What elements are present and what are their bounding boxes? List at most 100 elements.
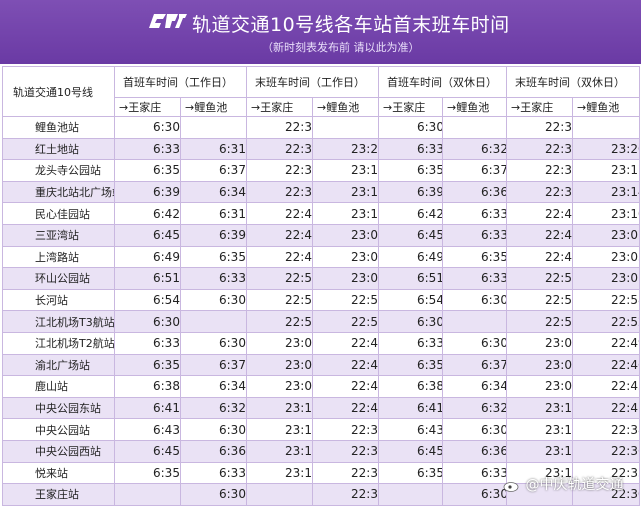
time-cell: 6:30 — [114, 116, 181, 139]
table-row: 环山公园站6:516:3322:5123:016:516:3322:5123:0… — [2, 267, 640, 290]
direction-header-row: →王家庄 →鲤鱼池 →王家庄 →鲤鱼池 →王家庄 →鲤鱼池 →王家庄 →鲤鱼池 — [3, 97, 640, 117]
time-cell: 6:35 — [378, 353, 443, 377]
time-cell: 6:37 — [442, 353, 507, 377]
time-cell: 22:33 — [312, 461, 379, 485]
time-cell: 6:37 — [180, 159, 247, 182]
time-cell: 22:35 — [506, 159, 573, 182]
station-name: 中央公园东站 — [2, 396, 115, 420]
time-cell: 22:45 — [506, 223, 573, 247]
table-row: 江北机场T2航站楼站6:336:3023:0322:496:336:3023:0… — [2, 331, 640, 355]
time-cell: 22:33 — [246, 137, 313, 161]
time-cell: 6:41 — [114, 396, 181, 420]
time-cell: 6:30 — [180, 483, 247, 506]
time-cell: 6:32 — [442, 137, 507, 161]
time-cell: 23:19 — [246, 461, 313, 485]
time-cell: 6:45 — [114, 439, 181, 463]
time-cell: 22:36 — [312, 439, 379, 463]
time-cell: 6:49 — [114, 245, 181, 269]
direction-header: →鲤鱼池 — [572, 97, 640, 117]
time-cell — [442, 116, 507, 139]
time-cell: 6:33 — [442, 202, 507, 225]
time-cell: 23:08 — [246, 375, 313, 398]
time-cell: 6:42 — [378, 202, 443, 225]
time-cell: 22:59 — [246, 310, 313, 333]
table-row: 重庆北站北广场站6:396:3422:3923:146:396:3622:392… — [2, 180, 640, 204]
time-cell: 23:01 — [572, 267, 640, 290]
time-cell: 6:54 — [114, 288, 181, 312]
time-cell: 6:30 — [442, 331, 507, 355]
weibo-icon — [503, 482, 519, 492]
time-cell: 22:49 — [506, 245, 573, 269]
watermark: @中庆轨道交通 — [503, 474, 623, 494]
time-cell: 6:35 — [378, 461, 443, 485]
time-cell: 6:35 — [114, 353, 181, 377]
time-cell: 6:43 — [114, 418, 181, 441]
table-row: 中央公园东站6:416:3223:1122:416:416:3223:1122:… — [2, 396, 640, 420]
time-cell: 6:36 — [180, 439, 247, 463]
time-cell: 6:36 — [442, 439, 507, 463]
time-cell: 6:33 — [378, 331, 443, 355]
direction-header: →鲤鱼池 — [180, 97, 247, 117]
direction-header: →王家庄 — [114, 97, 181, 117]
direction-header: →王家庄 — [246, 97, 313, 117]
time-cell: 6:38 — [378, 375, 443, 398]
timetable: 轨道交通10号线 首班车时间（工作日） 末班车时间（工作日） 首班车时间（双休日… — [2, 66, 640, 506]
time-cell: 23:10 — [572, 202, 640, 225]
time-cell: 23:07 — [572, 223, 640, 247]
time-cell: 23:03 — [246, 331, 313, 355]
time-cell: 22:59 — [506, 310, 573, 333]
time-cell: 23:07 — [312, 223, 379, 247]
time-cell: 23:03 — [312, 245, 379, 269]
time-cell: 6:30 — [180, 288, 247, 312]
time-cell: 6:35 — [114, 159, 181, 182]
time-cell: 6:33 — [442, 223, 507, 247]
direction-header: →王家庄 — [506, 97, 573, 117]
time-cell: 22:30 — [312, 483, 379, 506]
time-cell: 6:41 — [378, 396, 443, 420]
time-cell: 6:30 — [442, 288, 507, 312]
group-header: 首班车时间（工作日） — [114, 66, 247, 98]
time-cell: 23:14 — [572, 180, 640, 204]
station-name: 中央公园站 — [2, 418, 115, 441]
time-cell: 6:43 — [378, 418, 443, 441]
crt-logo-icon — [149, 14, 187, 28]
time-cell: 22:38 — [572, 418, 640, 441]
time-cell: 23:13 — [506, 418, 573, 441]
time-cell: 6:30 — [378, 116, 443, 139]
time-cell: 6:54 — [378, 288, 443, 312]
time-cell: 6:45 — [114, 223, 181, 247]
time-cell: 6:30 — [442, 483, 507, 506]
time-cell: 6:45 — [378, 439, 443, 463]
time-cell: 6:34 — [180, 180, 247, 204]
station-name: 红土地站 — [2, 137, 115, 161]
table-row: 龙头寺公园站6:356:3722:3523:176:356:3722:3523:… — [2, 159, 640, 182]
time-cell: 22:30 — [246, 116, 313, 139]
group-header: 末班车时间（工作日） — [246, 66, 379, 98]
station-name: 鲤鱼池站 — [2, 116, 115, 139]
station-name: 环山公园站 — [2, 267, 115, 290]
time-cell: 22:46 — [572, 353, 640, 377]
time-cell: 22:30 — [506, 116, 573, 139]
time-cell: 23:11 — [506, 396, 573, 420]
station-name: 悦来站 — [2, 461, 115, 485]
time-cell: 6:30 — [180, 331, 247, 355]
time-cell: 6:39 — [378, 180, 443, 204]
time-cell: 6:32 — [442, 396, 507, 420]
time-cell: 6:34 — [442, 375, 507, 398]
group-header: 末班车时间（双休日） — [506, 66, 640, 98]
time-cell: 6:35 — [442, 245, 507, 269]
time-cell: 23:14 — [312, 180, 379, 204]
time-cell — [312, 116, 379, 139]
time-cell: 22:58 — [572, 288, 640, 312]
time-cell: 22:43 — [312, 375, 379, 398]
time-cell: 22:42 — [506, 202, 573, 225]
time-cell: 6:33 — [180, 461, 247, 485]
time-cell: 6:36 — [442, 180, 507, 204]
time-cell: 22:46 — [312, 353, 379, 377]
time-cell: 22:41 — [572, 396, 640, 420]
time-cell — [180, 116, 247, 139]
